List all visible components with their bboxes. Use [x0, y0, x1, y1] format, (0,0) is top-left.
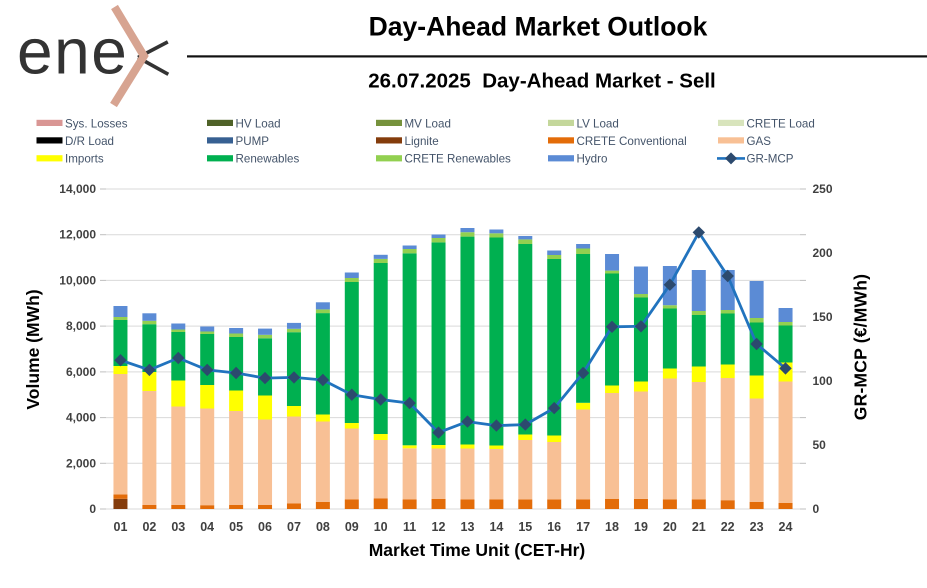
- svg-text:Volume (MWh): Volume (MWh): [23, 289, 43, 409]
- svg-text:0: 0: [813, 502, 820, 516]
- svg-text:6,000: 6,000: [66, 365, 96, 379]
- svg-text:22: 22: [721, 520, 735, 534]
- svg-text:250: 250: [813, 182, 833, 196]
- svg-text:09: 09: [345, 520, 359, 534]
- svg-text:4,000: 4,000: [66, 411, 96, 425]
- svg-text:CRETE Load: CRETE Load: [747, 117, 815, 130]
- svg-text:03: 03: [171, 520, 185, 534]
- svg-text:12: 12: [432, 520, 446, 534]
- svg-text:07: 07: [287, 520, 301, 534]
- svg-text:GR-MCP: GR-MCP: [747, 153, 794, 166]
- svg-text:CRETE Renewables: CRETE Renewables: [405, 153, 512, 166]
- svg-text:8,000: 8,000: [66, 319, 96, 333]
- svg-text:CRETE Conventional: CRETE Conventional: [577, 135, 687, 148]
- svg-text:10: 10: [374, 520, 388, 534]
- svg-text:200: 200: [813, 246, 833, 260]
- svg-text:24: 24: [779, 520, 793, 534]
- svg-text:PUMP: PUMP: [236, 135, 270, 148]
- svg-text:20: 20: [663, 520, 677, 534]
- svg-text:Day-Ahead Market Outlook: Day-Ahead Market Outlook: [369, 12, 708, 42]
- svg-text:0: 0: [89, 502, 96, 516]
- svg-text:Hydro: Hydro: [577, 153, 608, 166]
- svg-text:15: 15: [518, 520, 532, 534]
- svg-text:16: 16: [547, 520, 561, 534]
- svg-text:2,000: 2,000: [66, 456, 96, 470]
- svg-text:GR-MCP (€/MWh): GR-MCP (€/MWh): [851, 274, 871, 420]
- svg-text:18: 18: [605, 520, 619, 534]
- svg-text:26.07.2025 Day-Ahead Market -: 26.07.2025 Day-Ahead Market - Sell: [368, 70, 716, 93]
- svg-text:17: 17: [576, 520, 590, 534]
- svg-text:HV Load: HV Load: [236, 117, 281, 130]
- svg-text:14,000: 14,000: [59, 182, 96, 196]
- svg-text:Imports: Imports: [65, 153, 104, 166]
- svg-text:LV Load: LV Load: [577, 117, 619, 130]
- svg-text:06: 06: [258, 520, 272, 534]
- svg-text:21: 21: [692, 520, 706, 534]
- svg-text:05: 05: [229, 520, 243, 534]
- svg-text:23: 23: [750, 520, 764, 534]
- svg-text:08: 08: [316, 520, 330, 534]
- svg-text:19: 19: [634, 520, 648, 534]
- svg-text:14: 14: [489, 520, 503, 534]
- svg-text:12,000: 12,000: [59, 228, 96, 242]
- svg-text:Sys. Losses: Sys. Losses: [65, 117, 128, 130]
- svg-text:04: 04: [200, 520, 214, 534]
- svg-text:100: 100: [813, 374, 833, 388]
- svg-text:ene: ene: [17, 16, 128, 88]
- svg-text:02: 02: [142, 520, 156, 534]
- svg-text:MV Load: MV Load: [405, 117, 451, 130]
- svg-text:Renewables: Renewables: [236, 153, 300, 166]
- svg-text:50: 50: [813, 438, 827, 452]
- svg-text:Market Time Unit (CET-Hr): Market Time Unit (CET-Hr): [369, 540, 586, 560]
- svg-text:10,000: 10,000: [59, 273, 96, 287]
- svg-text:11: 11: [403, 520, 416, 534]
- svg-text:150: 150: [813, 310, 833, 324]
- svg-text:13: 13: [461, 520, 475, 534]
- svg-text:GAS: GAS: [747, 135, 772, 148]
- svg-text:D/R Load: D/R Load: [65, 135, 114, 148]
- svg-text:Lignite: Lignite: [405, 135, 439, 148]
- svg-text:01: 01: [114, 520, 128, 534]
